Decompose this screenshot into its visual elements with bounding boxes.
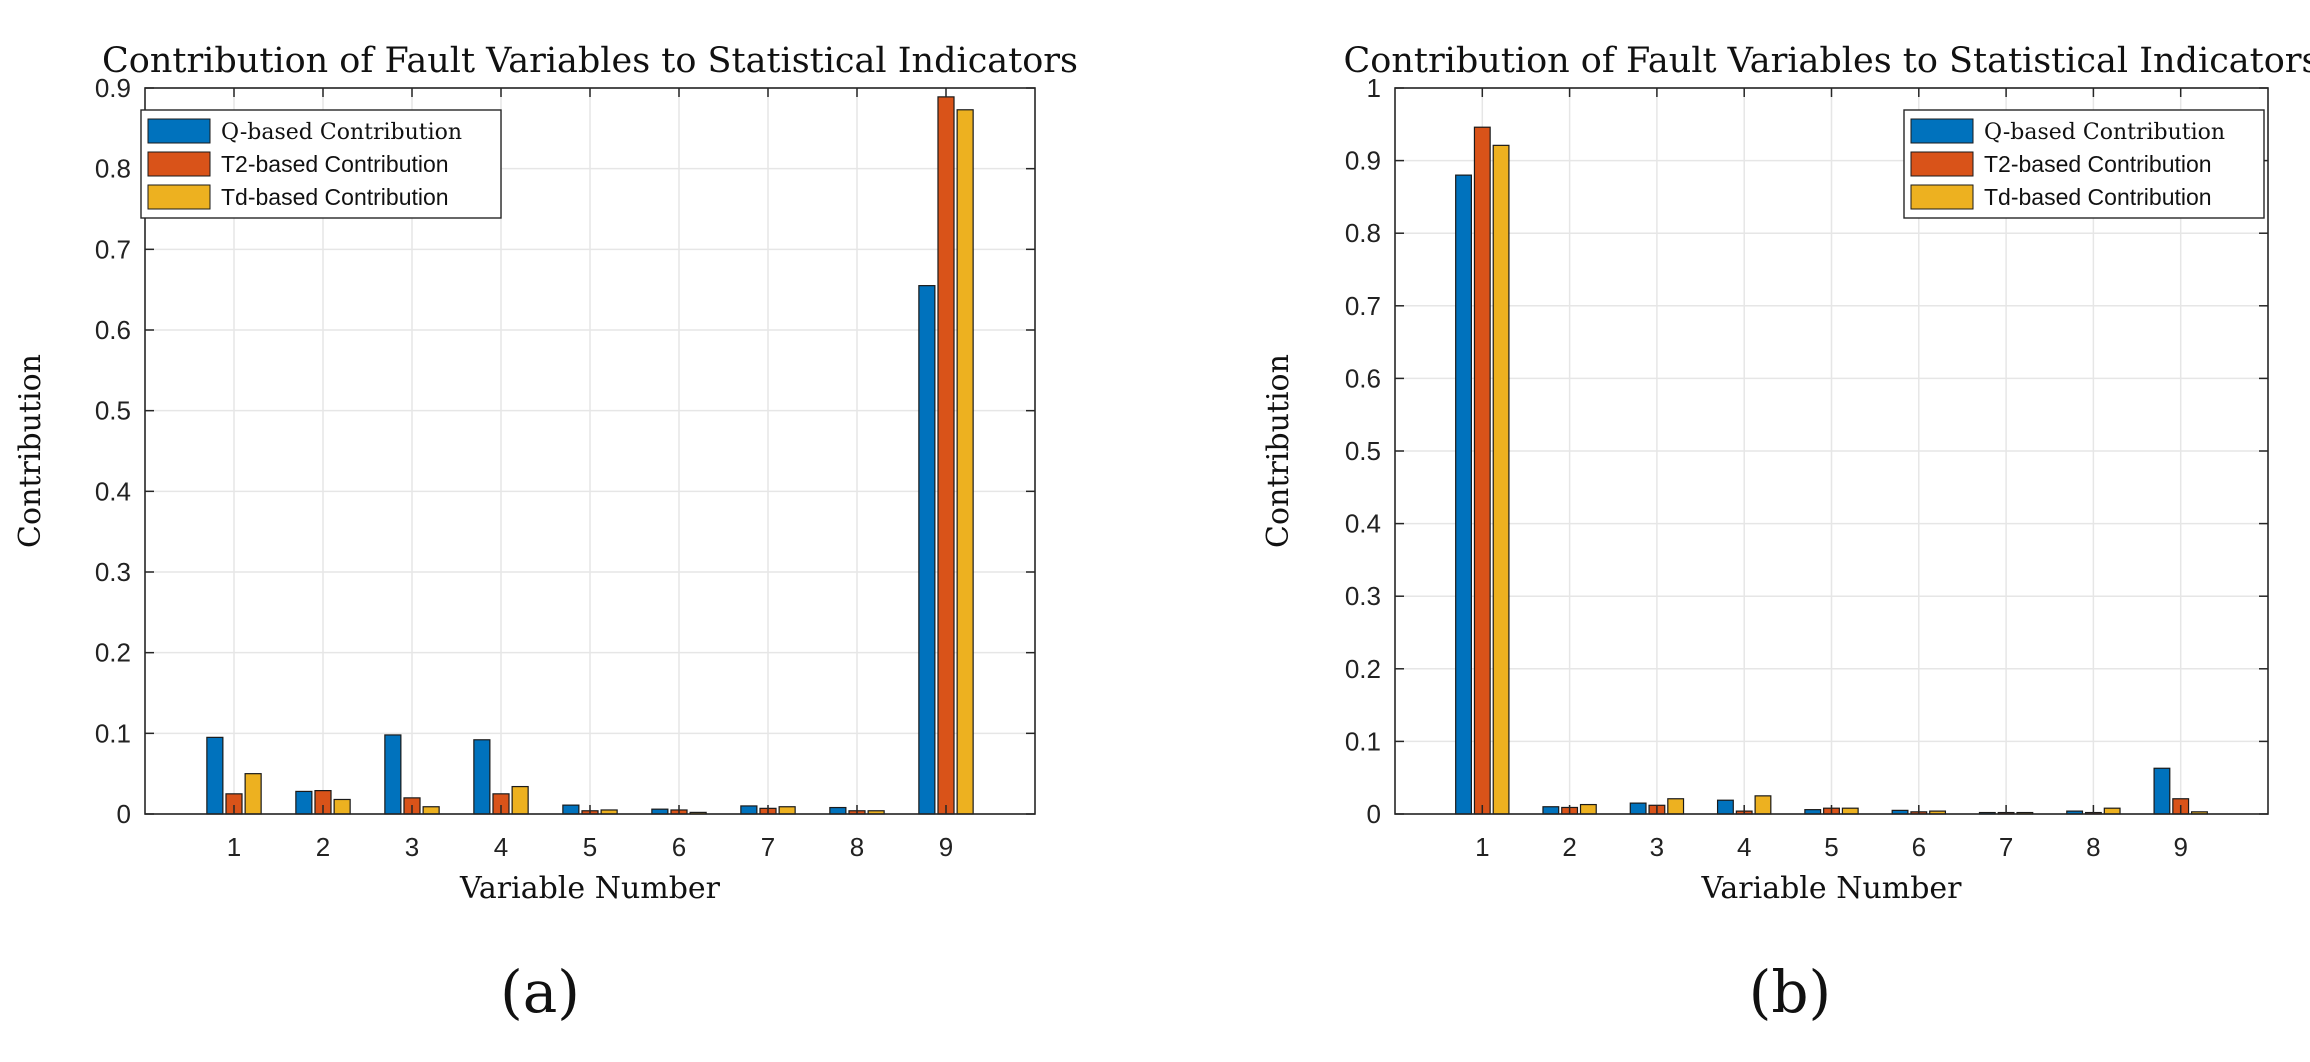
- y-tick-label: 0: [1367, 799, 1381, 829]
- legend-swatch-2: [147, 151, 211, 177]
- panel-caption-b: (b): [1749, 958, 1831, 1026]
- bar-s1-var2: [1542, 806, 1560, 815]
- y-tick-label: 0.1: [95, 718, 131, 748]
- legend-swatch-1: [147, 118, 211, 144]
- bar-s3-var9: [956, 109, 974, 815]
- legend-label-2: T2-based Contribution: [221, 151, 449, 177]
- x-tick-label: 1: [1475, 832, 1489, 862]
- legend-swatch-3: [1910, 184, 1974, 210]
- bar-s3-var3: [1667, 798, 1685, 815]
- y-tick-label: 0.4: [1345, 509, 1381, 539]
- y-axis: 0 0.1 0.2 0.3 0.4 0.5 0.6 0.7 0.8 0.9 1: [1345, 73, 2268, 829]
- x-tick-label: 8: [2086, 832, 2100, 862]
- y-tick-label: 0.5: [95, 396, 131, 426]
- y-tick-label: 1: [1367, 73, 1381, 103]
- bar-s3-var4: [511, 785, 529, 815]
- x-tick-label: 3: [405, 832, 419, 862]
- legend: Q-based Contribution T2-based Contributio…: [1903, 109, 2265, 219]
- legend-swatch-1: [1910, 118, 1974, 144]
- legend-label-2: T2-based Contribution: [1984, 151, 2212, 177]
- bar-s3-var3: [422, 806, 440, 815]
- x-tick-label: 9: [939, 832, 953, 862]
- y-tick-label: 0.3: [95, 557, 131, 587]
- x-axis-label: Variable Number: [459, 871, 721, 906]
- x-tick-label: 3: [1650, 832, 1664, 862]
- y-tick-label: 0.6: [95, 315, 131, 345]
- x-tick-label: 5: [1824, 832, 1838, 862]
- series-3: [1492, 144, 2208, 815]
- bar-s1-var2: [295, 790, 313, 815]
- y-tick-label: 0.8: [95, 154, 131, 184]
- y-axis-label: Contribution: [1261, 354, 1296, 548]
- legend-label-1: Q-based Contribution: [1984, 120, 2225, 145]
- chart-title: Contribution of Fault Variables to Stati…: [1343, 41, 2310, 81]
- bar-s1-var9: [918, 285, 936, 815]
- y-tick-label: 0.6: [1345, 363, 1381, 393]
- legend-swatch-3: [147, 184, 211, 210]
- x-tick-label: 6: [1912, 832, 1926, 862]
- chart-panel-a: 0 0.1 0.2 0.3 0.4 0.5 0.6 0.7 0.8 0.9 1 2 3 4 5 6 7 8 9 Con…: [13, 41, 1078, 906]
- bar-s3-var5: [1841, 807, 1859, 815]
- x-tick-label: 1: [227, 832, 241, 862]
- y-tick-label: 0.7: [95, 234, 131, 264]
- chart-title: Contribution of Fault Variables to Stati…: [102, 41, 1078, 81]
- x-tick-label: 4: [1737, 832, 1751, 862]
- y-tick-label: 0.8: [1345, 218, 1381, 248]
- y-tick-label: 0.1: [1345, 726, 1381, 756]
- bar-s1-var4: [473, 739, 491, 815]
- bar-s1-var3: [1629, 802, 1647, 815]
- x-tick-label: 7: [1999, 832, 2013, 862]
- bar-s1-var4: [1716, 799, 1734, 815]
- x-tick-label: 9: [2173, 832, 2187, 862]
- legend-swatch-2: [1910, 151, 1974, 177]
- bar-s3-var2: [333, 798, 351, 815]
- x-tick-label: 8: [850, 832, 864, 862]
- bar-s1-var9: [2153, 767, 2171, 815]
- y-tick-label: 0.7: [1345, 291, 1381, 321]
- y-tick-label: 0: [117, 799, 131, 829]
- bar-s1-var7: [740, 805, 758, 815]
- x-tick-label: 6: [672, 832, 686, 862]
- bar-s3-var2: [1579, 803, 1597, 815]
- y-tick-label: 0.3: [1345, 581, 1381, 611]
- bar-s2-var1: [1473, 126, 1491, 815]
- x-tick-label: 4: [494, 832, 508, 862]
- y-axis: 0 0.1 0.2 0.3 0.4 0.5 0.6 0.7 0.8 0.9: [95, 73, 1035, 829]
- bar-s3-var1: [1492, 144, 1510, 815]
- bar-s1-var1: [1455, 174, 1472, 815]
- chart-panel-b: 0 0.1 0.2 0.3 0.4 0.5 0.6 0.7 0.8 0.9 1 1 2 3 4 5 6 7 8 9 Co…: [1261, 41, 2310, 906]
- legend-label-3: Td-based Contribution: [221, 184, 449, 210]
- bar-s1-var1: [206, 736, 224, 815]
- bar-s3-var4: [1754, 795, 1772, 815]
- bar-s1-var5: [562, 804, 580, 815]
- x-axis: 1 2 3 4 5 6 7 8 9: [1475, 88, 2188, 862]
- x-tick-label: 5: [583, 832, 597, 862]
- y-tick-label: 0.2: [95, 638, 131, 668]
- x-tick-label: 2: [316, 832, 330, 862]
- legend: Q-based Contribution T2-based Contributio…: [140, 109, 502, 219]
- bar-s1-var3: [384, 734, 402, 815]
- y-tick-label: 0.4: [95, 476, 131, 506]
- y-tick-label: 0.5: [1345, 436, 1381, 466]
- bar-s3-var1: [244, 773, 262, 815]
- x-axis: 1 2 3 4 5 6 7 8 9: [227, 88, 953, 862]
- legend-label-1: Q-based Contribution: [221, 120, 462, 145]
- bar-s2-var9: [937, 96, 955, 815]
- panel-caption-a: (a): [500, 958, 580, 1026]
- y-axis-label: Contribution: [13, 354, 48, 548]
- bar-s3-var8: [2103, 807, 2121, 815]
- bar-s3-var7: [778, 806, 796, 815]
- series-1: [206, 285, 936, 815]
- bar-s1-var8: [829, 806, 847, 815]
- x-axis-label: Variable Number: [1700, 871, 1962, 906]
- series-3: [244, 109, 974, 815]
- y-tick-label: 0.9: [1345, 146, 1381, 176]
- legend-label-3: Td-based Contribution: [1984, 184, 2212, 210]
- y-tick-label: 0.9: [95, 73, 131, 103]
- x-tick-label: 2: [1562, 832, 1576, 862]
- y-tick-label: 0.2: [1345, 654, 1381, 684]
- x-tick-label: 7: [761, 832, 775, 862]
